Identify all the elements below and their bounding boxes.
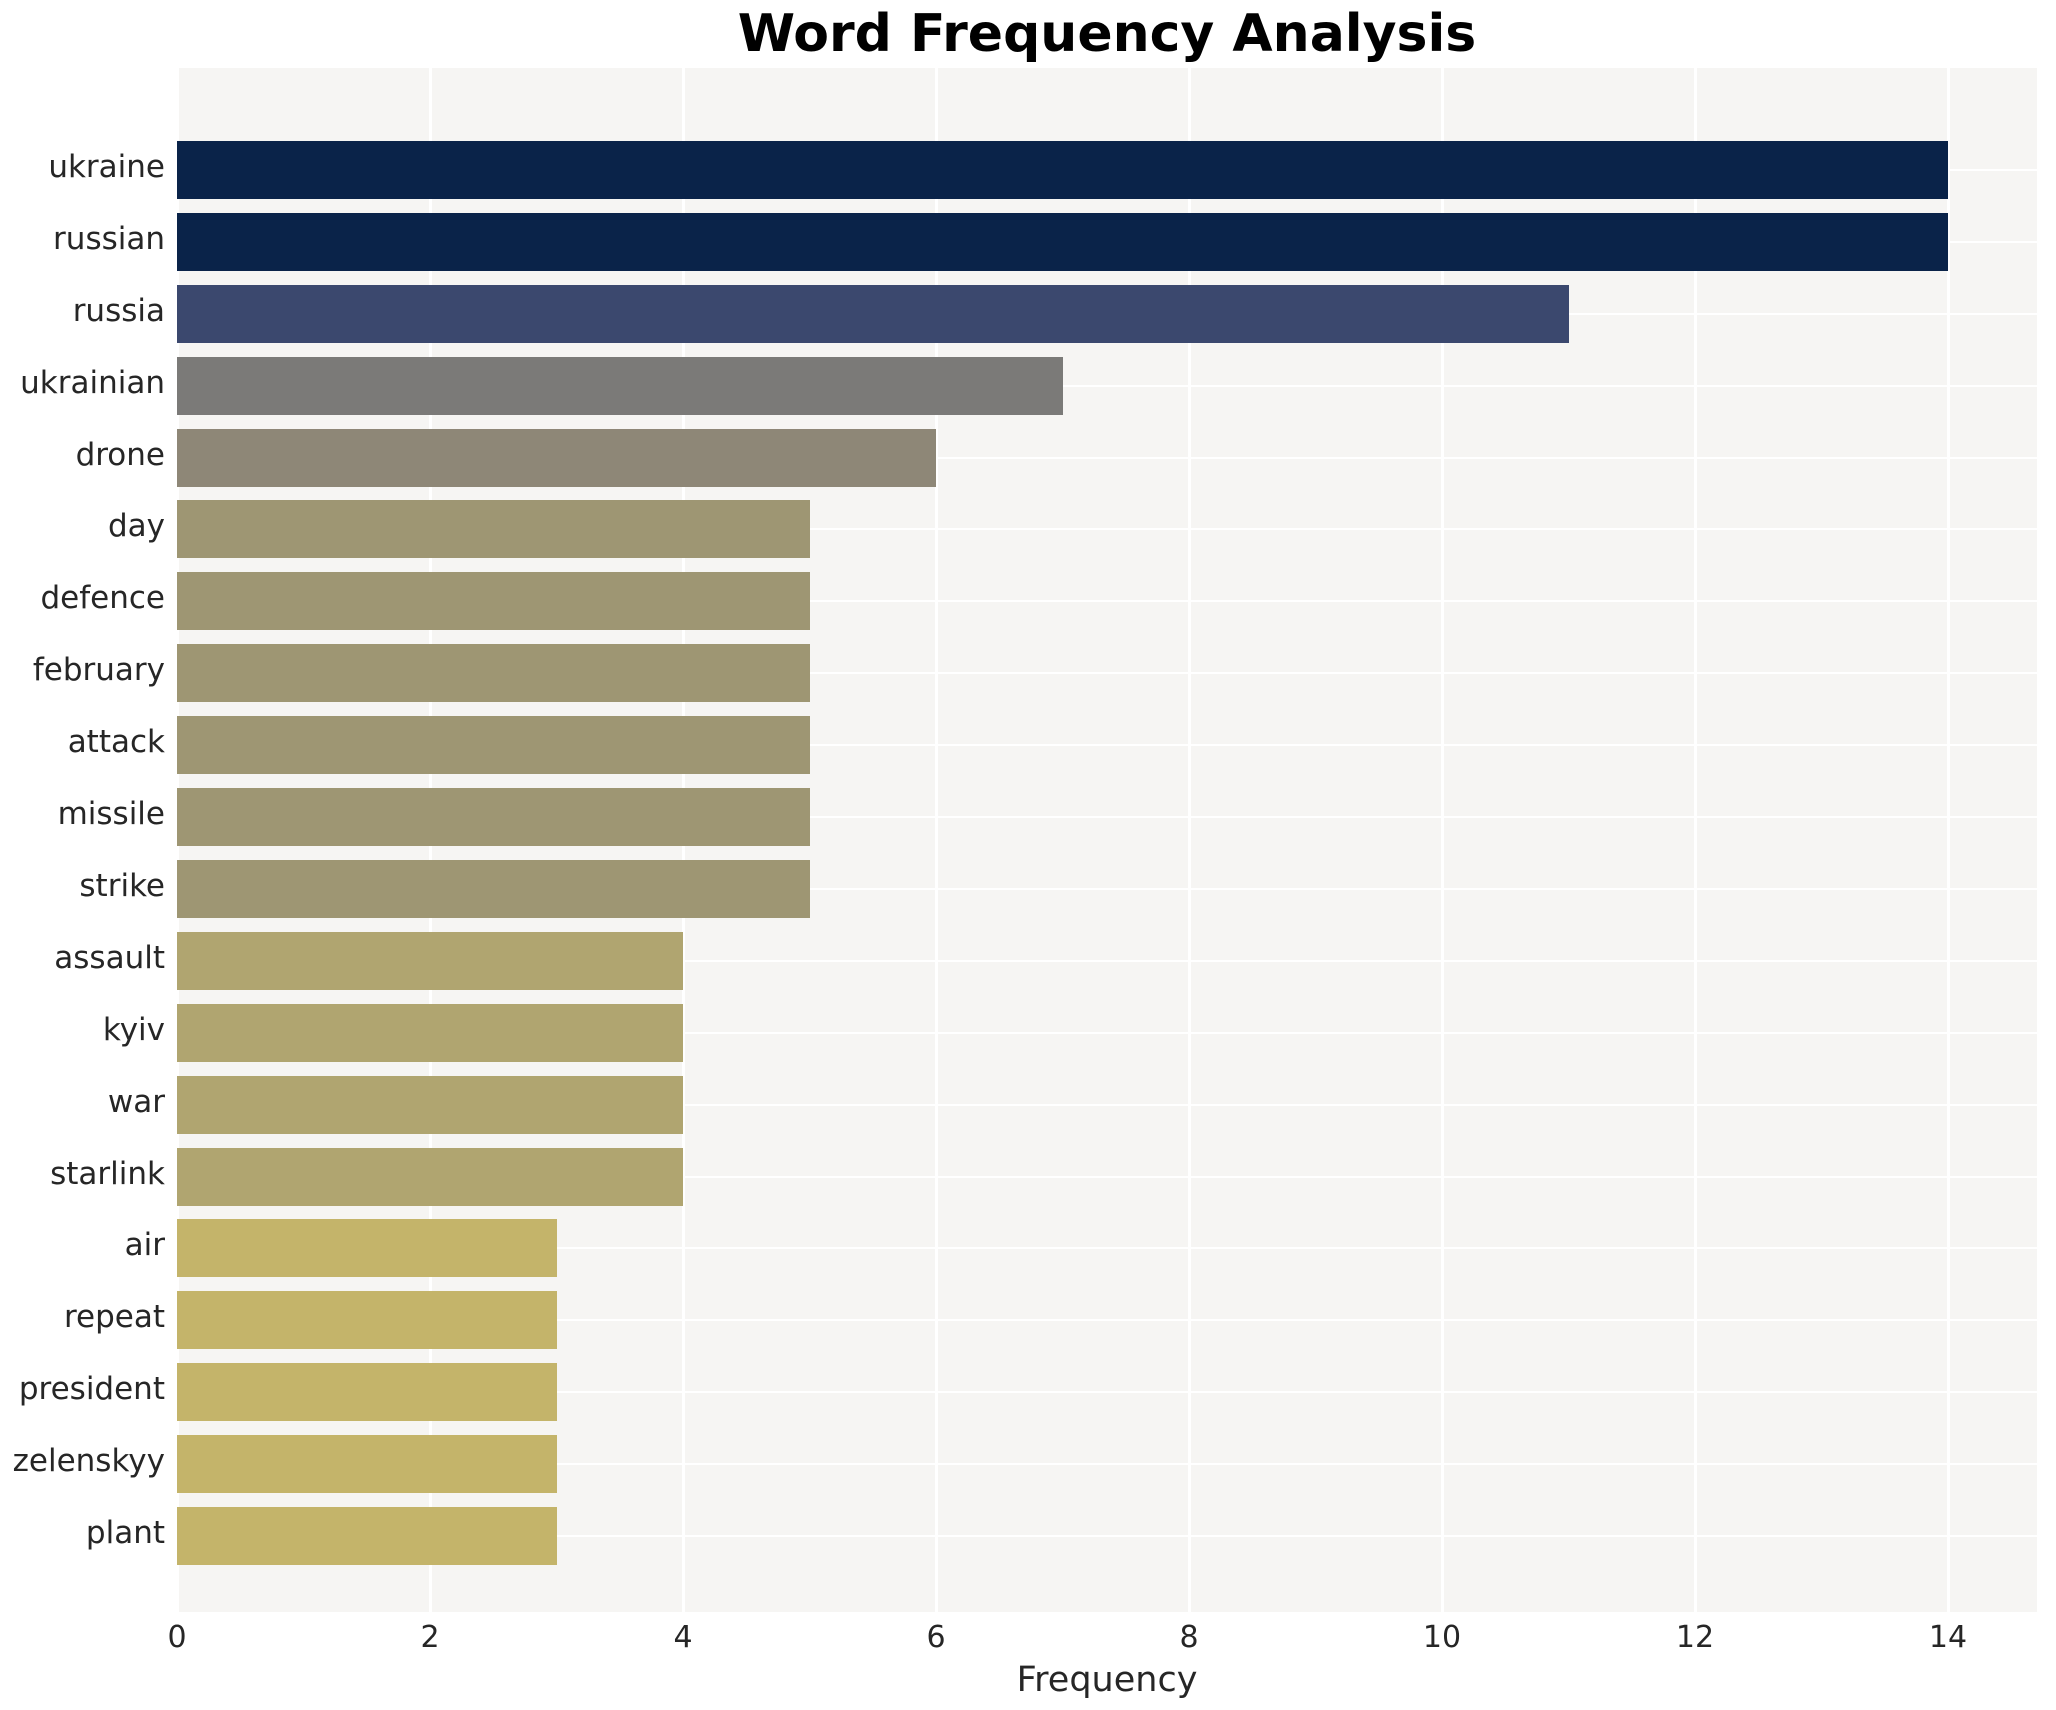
frequency-bar [177,1291,557,1350]
bar-row [177,1356,2037,1428]
gridline-horizontal [177,600,2037,603]
bar-row [177,422,2037,494]
bar-row [177,494,2037,566]
bar-row [177,853,2037,925]
gridline-horizontal [177,384,2037,387]
gridline-horizontal [177,887,2037,890]
category-label: starlink [50,1155,165,1192]
frequency-bar [177,1435,557,1494]
category-label: attack [67,724,165,761]
bar-row [177,1069,2037,1141]
bar-row [177,565,2037,637]
plot-area [176,68,2037,1612]
gridline-horizontal [177,528,2037,531]
frequency-bar [177,428,936,487]
category-label: february [32,652,165,689]
frequency-bar [177,859,810,918]
bar-row [177,1500,2037,1572]
category-label: russian [53,220,165,257]
x-tick-label: 12 [1675,1620,1715,1655]
x-tick-label: 8 [1179,1620,1199,1655]
frequency-bar [177,788,810,847]
category-label: day [107,508,165,545]
bar-row [177,206,2037,278]
bar-row [177,1284,2037,1356]
frequency-bar [177,500,810,559]
category-label: president [18,1371,165,1408]
x-tick-label: 10 [1422,1620,1462,1655]
frequency-bar [177,644,810,703]
gridline-horizontal [177,816,2037,819]
y-axis-labels: ukraine russian russia ukrainian drone day def… [0,0,165,1710]
bar-row [177,350,2037,422]
gridline-vertical [1947,68,1950,1612]
x-tick-label: 6 [926,1620,946,1655]
category-label: air [124,1227,165,1264]
frequency-bar [177,356,1063,415]
frequency-bar [177,1003,683,1062]
category-label: drone [75,436,165,473]
bar-row [177,781,2037,853]
category-label: plant [85,1515,165,1552]
frequency-bar [177,572,810,631]
gridline-horizontal [177,1031,2037,1034]
category-label: defence [40,580,166,617]
x-tick-label: 2 [420,1620,440,1655]
bar-row [177,134,2037,206]
frequency-bar [177,1363,557,1422]
gridline-horizontal [177,456,2037,459]
x-tick-label: 0 [167,1620,187,1655]
bar-row [177,1213,2037,1285]
bar-row [177,278,2037,350]
frequency-bar [177,1219,557,1278]
frequency-bar [177,284,1569,343]
frequency-bar [177,931,683,990]
category-label: kyiv [102,1011,165,1048]
category-label: war [107,1083,165,1120]
category-label: russia [72,292,165,329]
gridline-horizontal [177,1391,2037,1394]
category-label: strike [79,867,165,904]
frequency-bar [177,140,1948,199]
frequency-bar [177,1147,683,1206]
frequency-bar [177,716,810,775]
x-tick-label: 14 [1928,1620,1968,1655]
frequency-bar [177,1075,683,1134]
gridline-horizontal [177,1103,2037,1106]
gridline-horizontal [177,1175,2037,1178]
gridline-vertical [1188,68,1191,1612]
category-label: zelenskyy [12,1443,165,1480]
gridline-vertical [935,68,938,1612]
x-tick-label: 4 [673,1620,693,1655]
frequency-bar [177,212,1948,271]
gridline-horizontal [177,1535,2037,1538]
gridline-vertical [1694,68,1697,1612]
category-label: repeat [63,1299,165,1336]
bar-row [177,637,2037,709]
frequency-bar [177,1507,557,1566]
category-label: ukraine [48,148,165,185]
category-label: assault [54,939,165,976]
bar-row [177,1141,2037,1213]
chart-title: Word Frequency Analysis [737,4,1477,64]
gridline-horizontal [177,959,2037,962]
x-axis-label: Frequency [1016,1660,1198,1700]
gridline-horizontal [177,1463,2037,1466]
category-label: ukrainian [20,364,165,401]
bar-row [177,709,2037,781]
gridline-horizontal [177,1247,2037,1250]
bar-row [177,1428,2037,1500]
gridline-horizontal [177,744,2037,747]
bar-row [177,997,2037,1069]
gridline-horizontal [177,672,2037,675]
gridline-vertical [1441,68,1444,1612]
bar-row [177,925,2037,997]
category-label: missile [57,796,165,833]
gridline-horizontal [177,1319,2037,1322]
